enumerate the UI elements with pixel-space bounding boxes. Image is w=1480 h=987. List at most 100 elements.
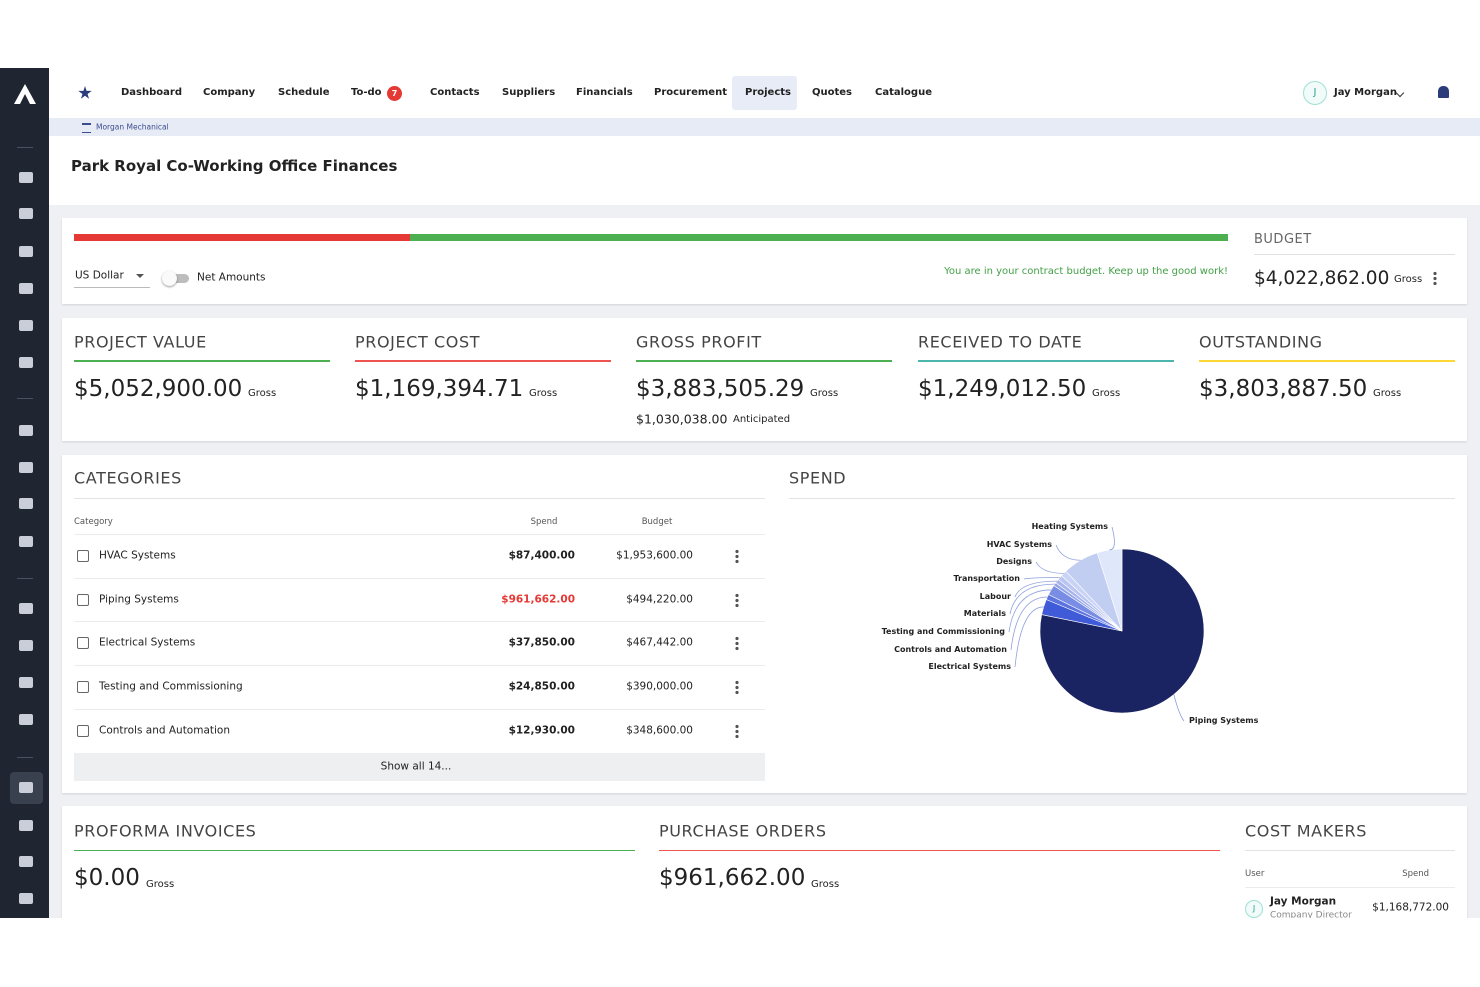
toggle-track[interactable] [166,274,189,283]
category-spend: $961,662.00 [501,593,575,606]
row-separator [74,534,765,535]
pie-label: Designs [996,557,1032,567]
section-underline [1245,850,1455,851]
avatar-initial: J [1252,904,1256,914]
leader-line [1109,526,1115,551]
row-separator [74,708,765,710]
section-underline [789,498,1455,499]
nav-icon[interactable] [19,498,33,509]
nav-icon[interactable] [19,208,33,219]
nav-item[interactable]: Projects [745,87,792,98]
section-suffix: Gross [146,879,175,890]
nav-icon[interactable] [19,246,33,257]
section-value: $0.00 [74,865,140,892]
notifications[interactable] [1438,86,1449,98]
nav-icon[interactable] [19,893,33,904]
separator [17,398,33,399]
nav-icon[interactable] [19,283,33,294]
budget-message: You are in your contract budget. Keep up… [944,266,1228,277]
building-icon [82,123,91,133]
show-all-button[interactable] [74,753,765,781]
kebab[interactable] [735,680,739,695]
breadcrumb[interactable]: Morgan Mechanical [96,122,169,132]
category-spend: $12,930.00 [508,724,575,737]
summary-value: $1,249,012.50 [918,376,1087,403]
bottom-card [62,806,1467,918]
category-name: Testing and Commissioning [99,680,243,693]
category-name: Piping Systems [99,593,179,606]
active-tab [732,76,797,110]
nav-icon[interactable] [19,640,33,651]
logo[interactable] [13,83,37,105]
category-budget: $348,600.00 [626,724,693,737]
nav-icon[interactable] [19,714,33,725]
sidebar-icons [0,118,49,918]
sidebar [0,68,49,918]
section-underline [74,850,635,851]
section-value: $961,662.00 [659,865,806,892]
pie-label: Transportation [953,574,1020,584]
nav-item[interactable]: Contacts [430,87,480,98]
nav-icon[interactable] [19,357,33,368]
category-budget: $467,442.00 [626,637,693,650]
nav-item[interactable]: Dashboard [121,87,182,98]
row-separator [1245,887,1455,888]
dropdown-arrow [136,274,144,278]
kebab[interactable] [1433,271,1437,285]
nav-item[interactable]: Quotes [812,87,853,98]
category-budget: $1,953,600.00 [616,549,693,562]
show-all-label[interactable]: Show all 14... [380,760,452,773]
column-header: User [1245,868,1265,879]
pie-slice [1096,548,1123,632]
nav-icon[interactable] [19,425,33,436]
avatar [1303,81,1327,105]
pie-label: Electrical Systems [928,662,1011,672]
nav-icon[interactable] [19,462,33,473]
user-spend: $1,168,772.00 [1372,901,1449,914]
column-header: Budget [641,516,673,527]
summary-value: $3,883,505.29 [636,376,805,403]
app: Dashboard Company Schedule To-do Contacts Sup… [0,68,1480,918]
nav-icon[interactable] [19,820,33,831]
nav-item[interactable]: To-do [351,87,382,98]
summary-title: PROJECT COST [355,332,481,352]
nav-icon[interactable] [19,856,33,867]
nav-item[interactable]: Schedule [278,87,330,98]
pie-label: Controls and Automation [894,645,1007,655]
nav-icon[interactable] [19,320,33,331]
kebab[interactable] [735,636,739,651]
summary-underline [636,360,892,362]
nav-item[interactable]: Procurement [654,87,727,98]
summary-suffix: Gross [1373,388,1402,399]
toggle-knob[interactable] [162,271,177,286]
summary-title: PROJECT VALUE [74,332,207,352]
summary-suffix: Gross [1092,388,1121,399]
leader-line [1009,583,1055,615]
row-separator [74,577,765,579]
kebab[interactable] [735,549,739,563]
category-budget: $390,000.00 [626,680,693,693]
nav-icon[interactable] [19,677,33,688]
summary-title: OUTSTANDING [1199,332,1323,352]
leader-line [1173,694,1185,722]
budget-underline [1254,254,1455,255]
nav-item[interactable]: Suppliers [502,87,556,98]
user-menu[interactable]: Jay Morgan [1334,87,1397,98]
nav-item[interactable]: Financials [576,87,633,98]
kebab[interactable] [735,723,739,738]
kebab[interactable] [735,592,739,607]
categories-spend-card [62,455,1467,793]
separator [17,757,33,758]
summary-underline [918,360,1174,362]
currency-select[interactable]: US Dollar [75,269,124,282]
content: Dashboard Company Schedule To-do Contacts Sup… [0,68,1480,918]
pie-label: Materials [963,609,1006,619]
category-spend: $87,400.00 [508,549,575,562]
nav-item[interactable]: Catalogue [875,87,932,98]
nav-icon[interactable] [19,536,33,547]
nav-item[interactable]: Company [203,87,256,98]
nav-icon[interactable] [19,172,33,183]
leader-line [1014,606,1044,668]
nav-icon[interactable] [19,603,33,614]
nav-icon[interactable] [19,782,33,793]
